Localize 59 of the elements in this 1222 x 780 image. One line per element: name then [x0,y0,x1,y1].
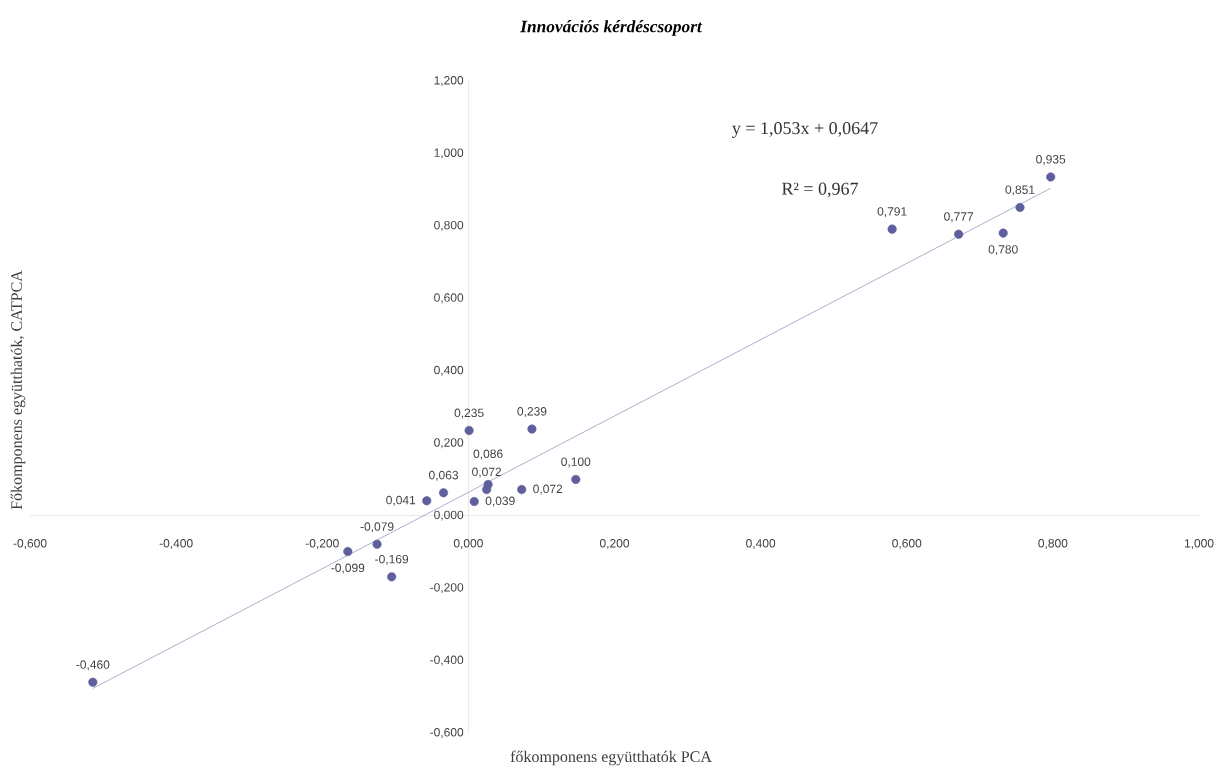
point [422,496,432,506]
annotation: y = 1,053x + 0,0647 [732,122,878,138]
point [527,424,537,434]
point [88,677,98,687]
y-tick-label: -0,200 [430,583,464,594]
x-tick-label: 0,000 [453,539,483,549]
data-label: 0,063 [428,470,459,481]
x-tick-label: -0,600 [13,539,47,549]
data-label: -0,099 [331,563,365,574]
x-tick-label: 0,400 [746,539,776,549]
point [464,425,474,436]
point [483,479,493,490]
x-tick-label: 0,600 [892,539,922,549]
point [887,224,897,234]
data-label: 0,239 [517,407,547,418]
y-tick-label: -0,600 [430,728,464,738]
point [1046,172,1056,182]
data-label: -0,079 [360,522,394,533]
point [517,485,527,495]
data-label: 0,039 [485,496,515,507]
x-tick-label: 0,800 [1038,539,1068,549]
data-label: 0,086 [473,449,503,460]
data-label: 0,791 [877,207,907,218]
x-tick-label: -0,400 [159,539,193,549]
data-label: 0,041 [386,495,416,506]
y-tick-label: 0,200 [434,438,464,449]
data-label: 0,072 [472,467,502,478]
data-label: 0,851 [1005,185,1035,196]
x-axis-title: főkomponens együtthatók PCA [510,750,712,766]
data-label: 0,777 [944,212,974,223]
data-label: -0,169 [375,554,409,565]
data-label: 0,935 [1036,155,1066,165]
x-tick-label: -0,200 [305,539,339,549]
data-label: -0,460 [76,660,110,671]
point [469,496,479,507]
annotation: R² = 0,967 [782,182,859,198]
y-tick-label: 1,000 [434,148,464,159]
point [954,229,964,239]
point [998,228,1008,238]
data-label: 0,100 [561,457,591,468]
data-label: 0,235 [454,408,484,419]
y-tick-label: -0,400 [430,655,464,666]
chart-title: Innovációs kérdéscsoport [520,20,703,36]
y-tick-label: 0,800 [434,220,464,231]
y-tick-label: 0,000 [434,510,464,521]
point [1015,202,1025,212]
x-tick-label: 1,000 [1184,539,1214,549]
y-tick-label: 0,600 [434,293,464,304]
point [343,546,353,557]
point [387,572,397,582]
point [571,474,581,484]
data-label: 0,072 [533,484,563,495]
y-tick-label: 1,200 [434,76,464,86]
y-tick-label: 0,400 [434,365,464,376]
point [439,488,449,498]
point [372,539,382,549]
y-axis-title: Főkomponens együtthatók, CATPCA [10,270,26,510]
data-label: 0,780 [988,245,1018,256]
x-tick-label: 0,200 [599,539,630,549]
